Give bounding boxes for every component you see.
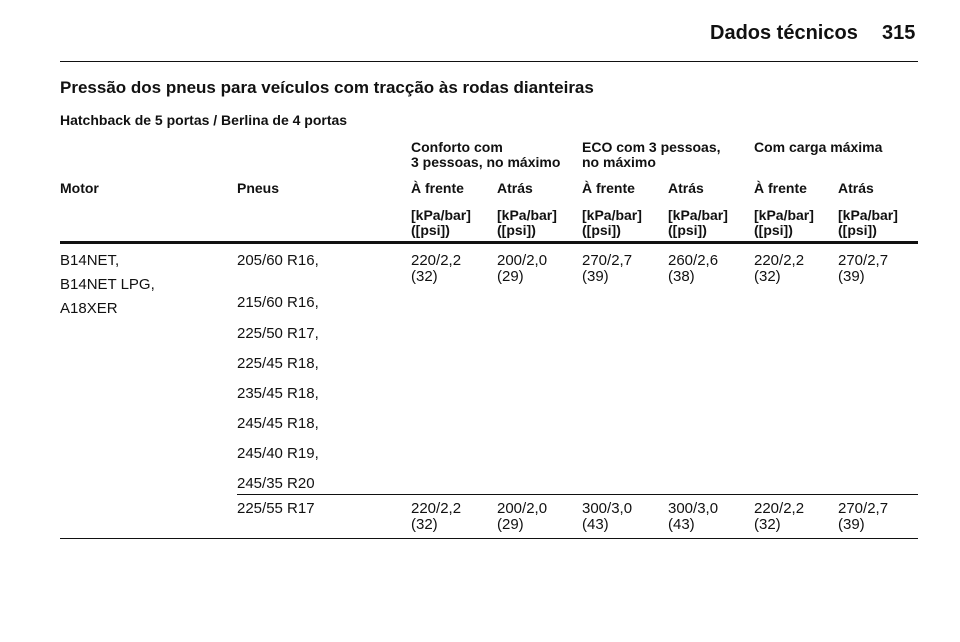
tyre: 205/60 R16, bbox=[237, 252, 319, 269]
pressure: 300/3,0 bbox=[668, 500, 719, 517]
rule bbox=[60, 538, 918, 539]
tyre: 235/45 R18, bbox=[237, 385, 319, 402]
column-header: Atrás bbox=[668, 180, 704, 196]
rule bbox=[60, 241, 918, 244]
tyre: 245/35 R20 bbox=[237, 475, 315, 492]
motor: A18XER bbox=[60, 300, 118, 317]
pressure: 200/2,0 bbox=[497, 252, 548, 269]
pressure: 220/2,2 bbox=[754, 252, 805, 269]
column-header: À frente bbox=[411, 180, 464, 196]
page-number: 315 bbox=[882, 22, 916, 44]
section-title: Pressão dos pneus para veículos com trac… bbox=[60, 78, 594, 97]
unit: [kPa/bar] bbox=[838, 207, 898, 223]
tyre: 225/55 R17 bbox=[237, 500, 315, 517]
tyre: 245/40 R19, bbox=[237, 445, 319, 462]
header-title: Dados técnicos bbox=[710, 22, 858, 44]
tyre: 225/45 R18, bbox=[237, 355, 319, 372]
unit: ([psi]) bbox=[497, 222, 536, 238]
unit: [kPa/bar] bbox=[411, 207, 471, 223]
unit: ([psi]) bbox=[582, 222, 621, 238]
pressure: 200/2,0 bbox=[497, 500, 548, 517]
group-header: 3 pessoas, no máximo bbox=[411, 154, 561, 170]
motor: B14NET, bbox=[60, 252, 120, 269]
pressure: (32) bbox=[411, 268, 438, 285]
pressure: (43) bbox=[668, 516, 695, 533]
subtitle: Hatchback de 5 portas / Berlina de 4 por… bbox=[60, 112, 348, 128]
pressure: 220/2,2 bbox=[411, 252, 462, 269]
pressure: (29) bbox=[497, 516, 524, 533]
rule bbox=[237, 494, 918, 495]
unit: [kPa/bar] bbox=[754, 207, 814, 223]
unit: ([psi]) bbox=[668, 222, 707, 238]
column-header: À frente bbox=[754, 180, 807, 196]
group-header: ECO com 3 pessoas, bbox=[582, 139, 721, 155]
column-header: Pneus bbox=[237, 180, 280, 196]
pressure: 260/2,6 bbox=[668, 252, 719, 269]
pressure: (39) bbox=[838, 516, 865, 533]
pressure: 220/2,2 bbox=[411, 500, 462, 517]
pressure: 270/2,7 bbox=[838, 252, 889, 269]
column-header: Motor bbox=[60, 180, 99, 196]
unit: [kPa/bar] bbox=[582, 207, 642, 223]
unit: ([psi]) bbox=[838, 222, 877, 238]
column-header: Atrás bbox=[497, 180, 533, 196]
pressure: 220/2,2 bbox=[754, 500, 805, 517]
unit: ([psi]) bbox=[754, 222, 793, 238]
unit: ([psi]) bbox=[411, 222, 450, 238]
motor: B14NET LPG, bbox=[60, 276, 155, 293]
pressure: 270/2,7 bbox=[838, 500, 889, 517]
tyre: 225/50 R17, bbox=[237, 325, 319, 342]
group-header: no máximo bbox=[582, 154, 656, 170]
pressure: 300/3,0 bbox=[582, 500, 633, 517]
pressure: (39) bbox=[838, 268, 865, 285]
unit: [kPa/bar] bbox=[497, 207, 557, 223]
pressure: (38) bbox=[668, 268, 695, 285]
column-header: À frente bbox=[582, 180, 635, 196]
pressure: 270/2,7 bbox=[582, 252, 633, 269]
pressure: (32) bbox=[754, 516, 781, 533]
group-header: Conforto com bbox=[411, 139, 503, 155]
pressure: (32) bbox=[754, 268, 781, 285]
unit: [kPa/bar] bbox=[668, 207, 728, 223]
rule bbox=[60, 61, 918, 62]
pressure: (32) bbox=[411, 516, 438, 533]
tyre: 215/60 R16, bbox=[237, 294, 319, 311]
pressure: (29) bbox=[497, 268, 524, 285]
group-header: Com carga máxima bbox=[754, 139, 883, 155]
pressure: (43) bbox=[582, 516, 609, 533]
column-header: Atrás bbox=[838, 180, 874, 196]
tyre: 245/45 R18, bbox=[237, 415, 319, 432]
pressure: (39) bbox=[582, 268, 609, 285]
